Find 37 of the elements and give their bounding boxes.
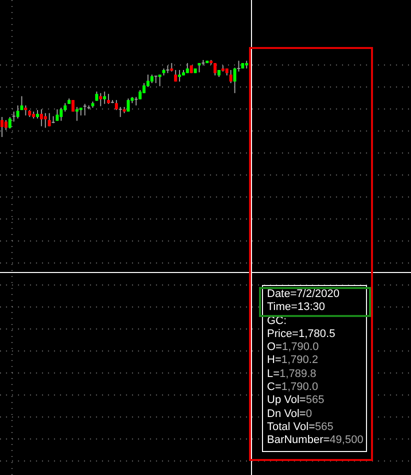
candlestick [56,108,59,122]
candlestick [114,100,118,111]
candlestick [0,116,4,138]
candlestick [48,112,51,127]
candlestick [158,74,162,87]
text: BarNumber=49,500 [266,434,364,448]
text: Dn Vol=0 [266,408,313,421]
text: O=1,790.0 [266,341,320,354]
text: C=1,790.0 [266,381,320,394]
candlestick [154,76,158,84]
candlestick [99,92,102,107]
text: Date=7/2/2020 [266,288,340,302]
candlestick [214,62,217,76]
candlestick [138,90,142,100]
candlestick [40,108,43,127]
candlestick [4,120,8,131]
candlestick [24,104,28,116]
candlestick [16,104,20,120]
text: Time=13:30 [266,301,326,315]
candlestick [229,70,232,84]
candlestick [12,111,16,122]
text: L=1,789.8 [266,368,318,382]
text: Total Vol=565 [266,420,334,434]
candlestick [60,107,63,122]
candlestick [126,98,130,112]
candlestick [44,112,47,128]
candlestick [8,116,12,130]
text: Up Vol=565 [266,394,326,408]
candlestick [83,103,86,116]
candlestick [107,93,110,104]
candlestick [178,70,182,82]
candlestick [95,91,98,102]
text: H=1,790.2 [266,354,320,368]
candlestick [103,91,106,104]
candlestick [198,62,201,73]
candlestick [118,106,122,118]
text: Price=1,780.5 [266,328,336,342]
